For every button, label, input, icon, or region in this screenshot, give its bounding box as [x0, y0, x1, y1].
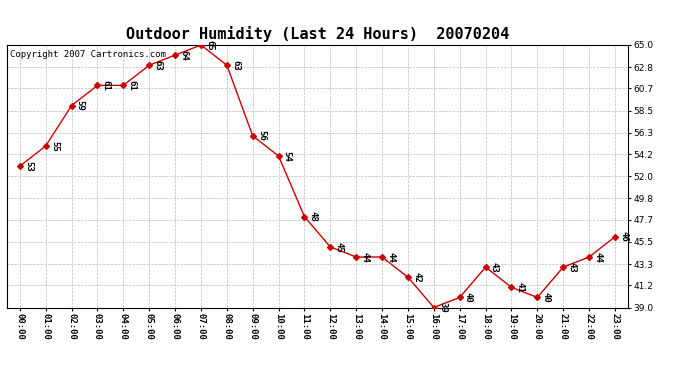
Text: 46: 46	[619, 231, 628, 242]
Text: 42: 42	[412, 272, 421, 283]
Text: 41: 41	[515, 282, 524, 292]
Text: 40: 40	[542, 292, 551, 303]
Text: 61: 61	[101, 80, 110, 91]
Text: 65: 65	[205, 40, 214, 50]
Title: Outdoor Humidity (Last 24 Hours)  20070204: Outdoor Humidity (Last 24 Hours) 2007020…	[126, 27, 509, 42]
Text: 54: 54	[283, 151, 292, 161]
Text: 53: 53	[24, 161, 33, 171]
Text: 44: 44	[593, 252, 602, 262]
Text: 43: 43	[490, 262, 499, 273]
Text: 56: 56	[257, 130, 266, 141]
Text: 39: 39	[438, 302, 447, 313]
Text: 63: 63	[231, 60, 240, 70]
Text: 43: 43	[567, 262, 576, 273]
Text: 45: 45	[335, 242, 344, 252]
Text: 40: 40	[464, 292, 473, 303]
Text: 61: 61	[128, 80, 137, 91]
Text: 48: 48	[308, 211, 317, 222]
Text: 64: 64	[179, 50, 188, 60]
Text: Copyright 2007 Cartronics.com: Copyright 2007 Cartronics.com	[10, 50, 166, 59]
Text: 44: 44	[360, 252, 369, 262]
Text: 59: 59	[76, 100, 85, 111]
Text: 44: 44	[386, 252, 395, 262]
Text: 55: 55	[50, 141, 59, 152]
Text: 63: 63	[153, 60, 162, 70]
